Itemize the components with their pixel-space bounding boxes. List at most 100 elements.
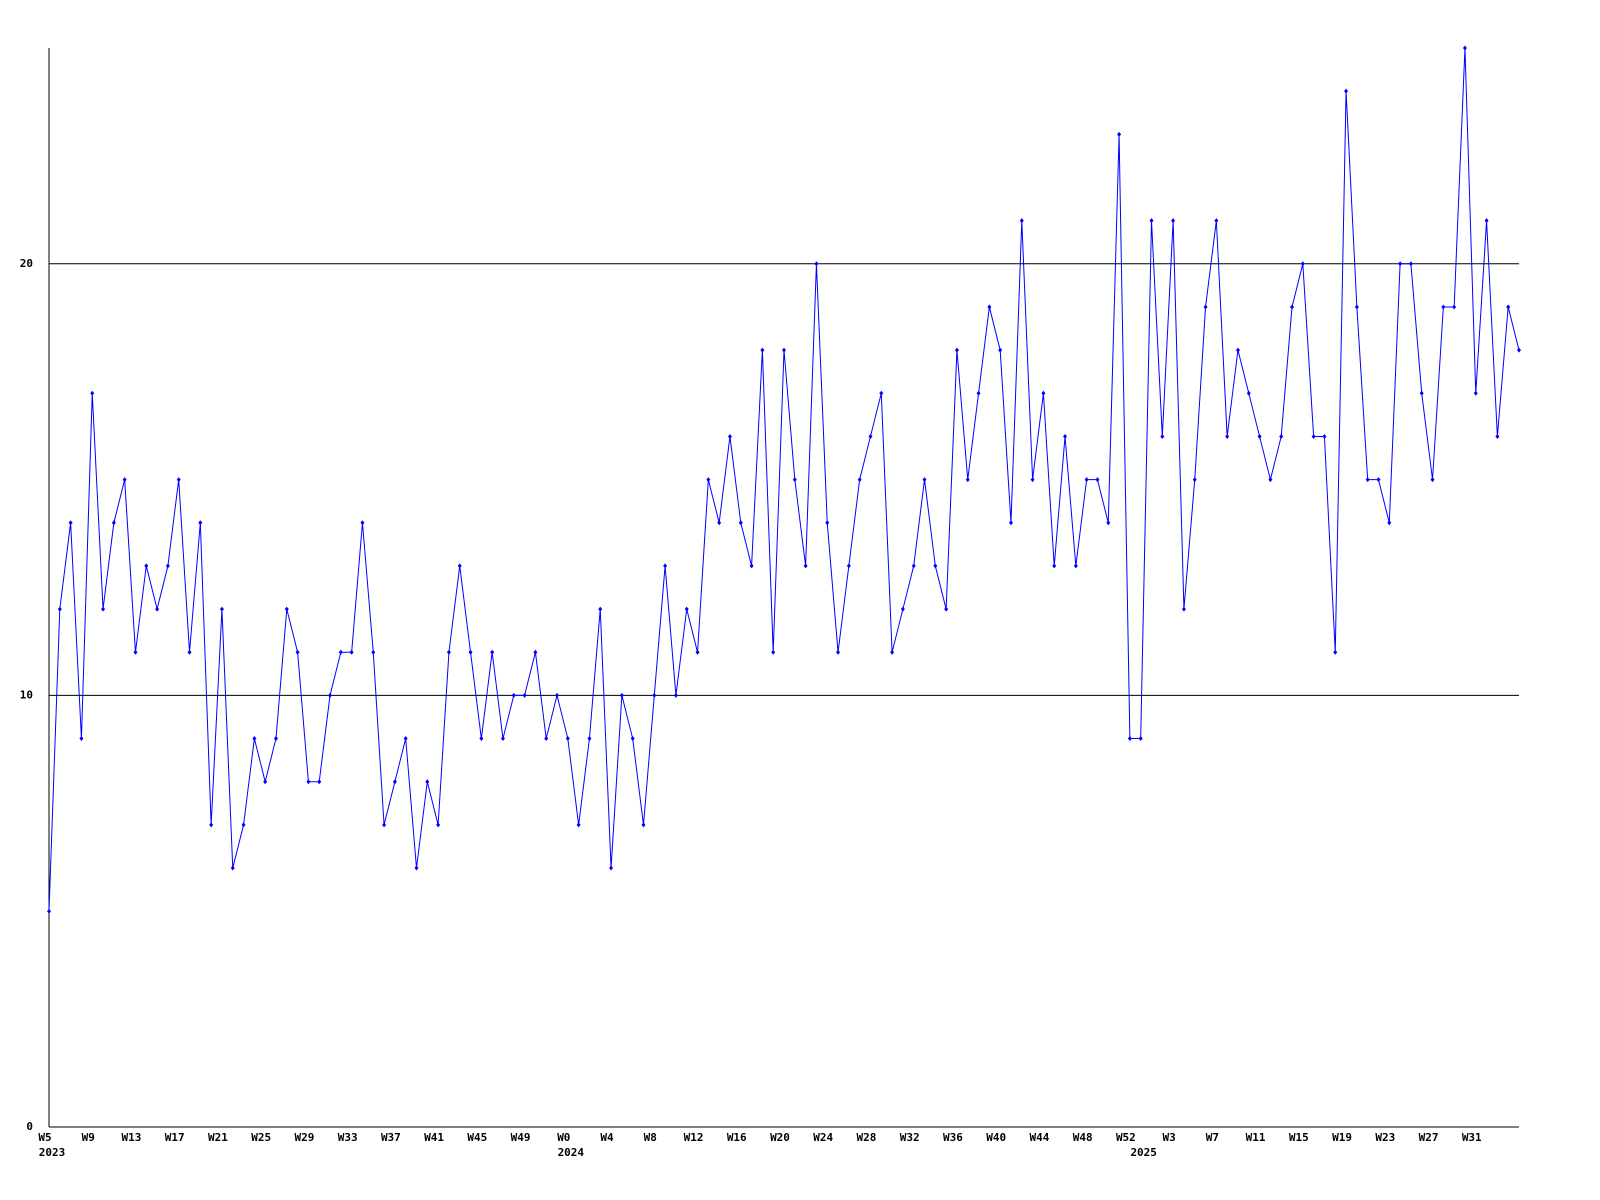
data-point bbox=[1052, 563, 1057, 569]
data-point bbox=[630, 736, 635, 742]
data-point bbox=[284, 606, 289, 612]
data-point bbox=[576, 822, 581, 828]
data-point bbox=[900, 606, 905, 612]
x-tick-label: W21 bbox=[208, 1131, 228, 1144]
data-point bbox=[760, 347, 765, 353]
x-tick-label: W4 bbox=[600, 1131, 614, 1144]
data-point bbox=[1398, 261, 1403, 267]
data-point bbox=[825, 520, 830, 526]
data-point bbox=[403, 736, 408, 742]
data-point bbox=[727, 433, 732, 439]
data-point bbox=[79, 736, 84, 742]
data-point bbox=[533, 649, 538, 655]
x-tick-label: W19 bbox=[1332, 1131, 1352, 1144]
data-point bbox=[57, 606, 62, 612]
data-point bbox=[371, 649, 376, 655]
data-point bbox=[263, 779, 268, 785]
data-point bbox=[1138, 736, 1143, 742]
x-year-label: 2024 bbox=[558, 1146, 585, 1159]
data-point bbox=[879, 390, 884, 396]
data-point bbox=[1235, 347, 1240, 353]
data-point bbox=[1452, 304, 1457, 310]
data-point bbox=[317, 779, 322, 785]
x-year-label: 2025 bbox=[1130, 1146, 1157, 1159]
data-point bbox=[1376, 477, 1381, 483]
data-point bbox=[392, 779, 397, 785]
x-tick-label: W33 bbox=[338, 1131, 358, 1144]
data-point bbox=[598, 606, 603, 612]
data-point bbox=[1333, 649, 1338, 655]
data-point bbox=[490, 649, 495, 655]
data-point bbox=[122, 477, 127, 483]
x-tick-label: W12 bbox=[684, 1131, 704, 1144]
data-point bbox=[1246, 390, 1251, 396]
data-point bbox=[1387, 520, 1392, 526]
data-point bbox=[544, 736, 549, 742]
data-point bbox=[922, 477, 927, 483]
data-point bbox=[814, 261, 819, 267]
x-tick-label: W25 bbox=[251, 1131, 271, 1144]
data-point bbox=[1506, 304, 1511, 310]
data-point bbox=[1441, 304, 1446, 310]
data-point bbox=[338, 649, 343, 655]
data-point bbox=[684, 606, 689, 612]
data-point bbox=[1430, 477, 1435, 483]
data-point bbox=[749, 563, 754, 569]
x-year-label: 2023 bbox=[39, 1146, 66, 1159]
data-point bbox=[165, 563, 170, 569]
data-point bbox=[1149, 218, 1154, 224]
data-point bbox=[133, 649, 138, 655]
x-tick-label: W45 bbox=[467, 1131, 487, 1144]
data-point bbox=[425, 779, 430, 785]
data-point bbox=[695, 649, 700, 655]
data-point bbox=[738, 520, 743, 526]
x-tick-label: W29 bbox=[294, 1131, 314, 1144]
data-point bbox=[555, 692, 560, 698]
data-point bbox=[965, 477, 970, 483]
data-point bbox=[522, 692, 527, 698]
data-point bbox=[619, 692, 624, 698]
data-point bbox=[1257, 433, 1262, 439]
data-point bbox=[987, 304, 992, 310]
data-point bbox=[241, 822, 246, 828]
data-point bbox=[1203, 304, 1208, 310]
x-tick-label: W13 bbox=[122, 1131, 142, 1144]
data-point bbox=[1354, 304, 1359, 310]
x-tick-label: W40 bbox=[986, 1131, 1006, 1144]
data-point bbox=[1462, 45, 1467, 51]
data-point bbox=[468, 649, 473, 655]
data-point bbox=[198, 520, 203, 526]
data-point bbox=[47, 908, 51, 914]
data-point bbox=[717, 520, 722, 526]
data-point bbox=[1073, 563, 1078, 569]
x-tick-label: W48 bbox=[1073, 1131, 1093, 1144]
data-point bbox=[349, 649, 354, 655]
data-point bbox=[1095, 477, 1100, 483]
data-point bbox=[436, 822, 441, 828]
data-point bbox=[1117, 131, 1122, 137]
y-tick-label: 20 bbox=[20, 257, 33, 270]
x-tick-label: W27 bbox=[1419, 1131, 1439, 1144]
data-point bbox=[1344, 88, 1349, 94]
data-point bbox=[1181, 606, 1186, 612]
data-point bbox=[1063, 433, 1068, 439]
data-point bbox=[1365, 477, 1370, 483]
data-point bbox=[511, 692, 516, 698]
data-point bbox=[1290, 304, 1295, 310]
data-point bbox=[219, 606, 224, 612]
y-tick-label: 10 bbox=[20, 688, 33, 701]
x-tick-label: W16 bbox=[727, 1131, 747, 1144]
data-point bbox=[101, 606, 106, 612]
data-point bbox=[457, 563, 462, 569]
data-point bbox=[111, 520, 116, 526]
x-tick-label: W36 bbox=[943, 1131, 963, 1144]
data-point bbox=[890, 649, 895, 655]
data-point bbox=[673, 692, 678, 698]
data-point bbox=[933, 563, 938, 569]
data-point bbox=[382, 822, 387, 828]
x-tick-label: W37 bbox=[381, 1131, 401, 1144]
y-tick-label: 0 bbox=[26, 1120, 33, 1133]
data-point bbox=[500, 736, 505, 742]
data-point bbox=[1419, 390, 1424, 396]
